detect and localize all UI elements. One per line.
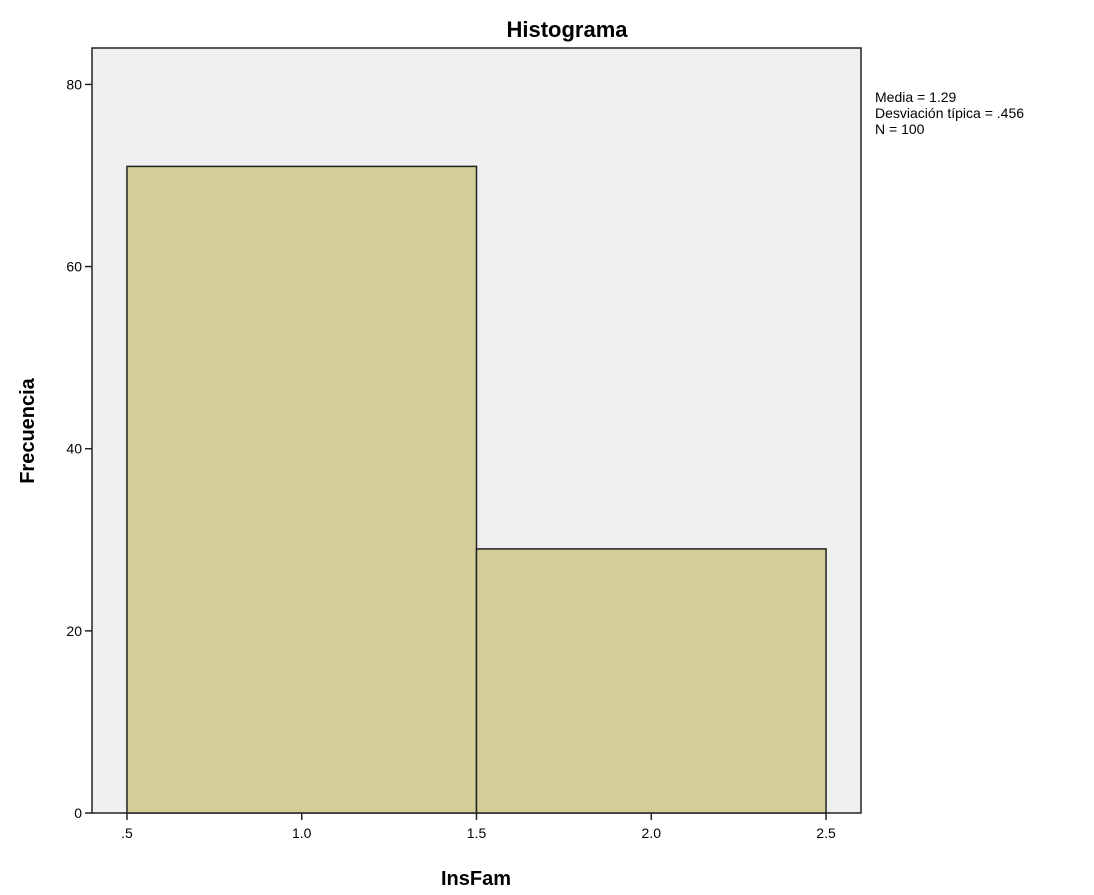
x-axis: .5 1.0 1.5 2.0 2.5 — [121, 813, 836, 841]
x-tick-label: 1.0 — [292, 825, 312, 841]
stats-std-dev: Desviación típica = .456 — [875, 105, 1024, 121]
y-tick-label: 40 — [66, 441, 82, 457]
stats-mean: Media = 1.29 — [875, 89, 957, 105]
x-tick-label: 2.5 — [816, 825, 836, 841]
stats-n: N = 100 — [875, 121, 925, 137]
y-tick-label: 80 — [66, 76, 82, 92]
chart-title: Histograma — [506, 17, 628, 42]
y-tick-label: 60 — [66, 259, 82, 275]
bars-layer — [126, 165, 827, 814]
y-axis: 0 20 40 60 80 — [66, 76, 92, 821]
x-tick-label: 2.0 — [642, 825, 662, 841]
y-tick-label: 20 — [66, 623, 82, 639]
x-tick-label: .5 — [121, 825, 133, 841]
stats-box: Media = 1.29 Desviación típica = .456 N … — [875, 89, 1024, 137]
x-axis-label: InsFam — [441, 868, 511, 890]
histogram-bar-2 — [475, 548, 827, 814]
y-axis-label: Frecuencia — [17, 377, 39, 483]
y-tick-label: 0 — [74, 805, 82, 821]
x-tick-label: 1.5 — [467, 825, 487, 841]
histogram-bar-1 — [126, 165, 478, 814]
